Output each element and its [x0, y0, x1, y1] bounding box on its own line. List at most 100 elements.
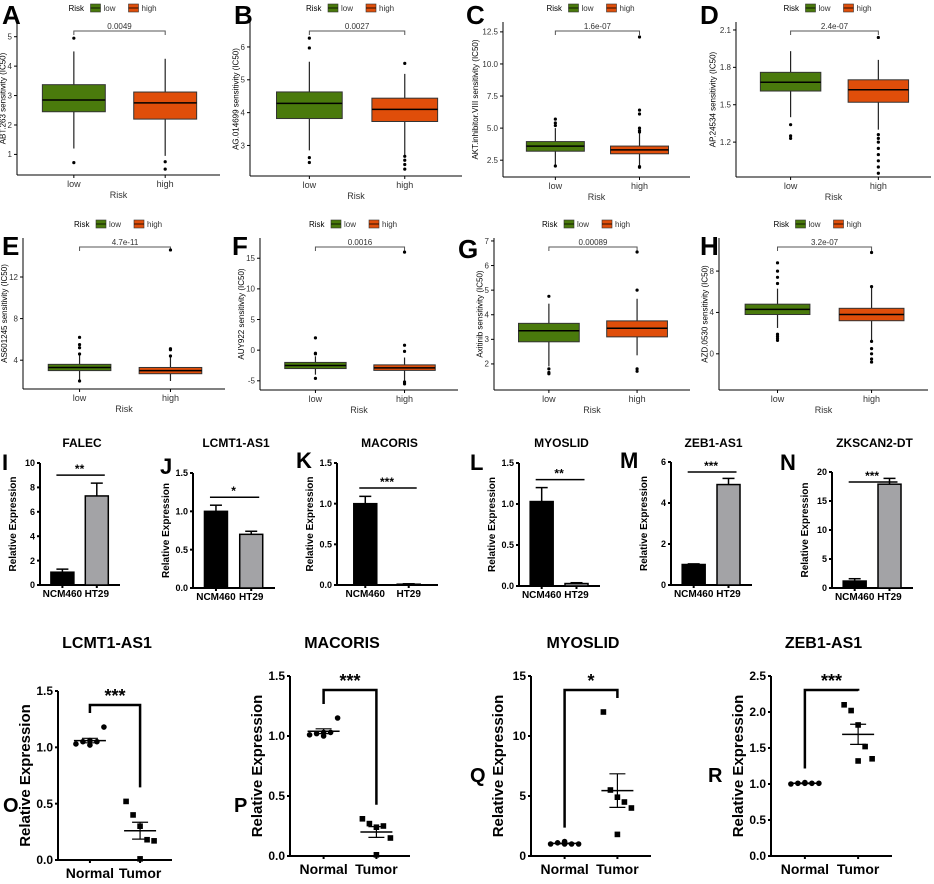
y-axis-label: AKT.inhibitor.VIII sensitivity (IC50)	[471, 39, 480, 159]
outlier-point	[876, 136, 880, 140]
panel-H: H 0 4 8 low high AZD.0530 sensitivity (IC50) Ri…	[700, 219, 928, 415]
x-tick-label: high	[629, 394, 646, 404]
p-value-bracket	[777, 246, 873, 251]
y-axis-label: Relative Expression	[800, 482, 811, 577]
outlier-point	[553, 117, 557, 121]
legend-label-low: low	[819, 4, 831, 13]
bar-NCM460	[353, 502, 378, 586]
y-tick-label: 5	[822, 554, 827, 564]
normal-point	[101, 724, 107, 730]
outlier-point	[876, 35, 880, 40]
y-tick-label: 7.5	[487, 92, 499, 101]
significance-stars: *	[587, 671, 594, 691]
box-low	[518, 322, 580, 343]
outlier-point	[637, 35, 642, 39]
legend-title: Risk	[309, 220, 326, 229]
y-tick-label: 2.5	[749, 669, 766, 683]
y-tick-label: 1.5	[501, 458, 514, 468]
outlier-point	[77, 335, 82, 339]
box-high	[133, 91, 198, 120]
panel-L: L 0.0 0.5 1.0 1.5 NCM460 HT29 Relative Expressi…	[470, 436, 600, 601]
panel-label: D	[700, 0, 719, 30]
y-axis-label: ABT.263 sensitivity (IC50)	[0, 52, 8, 144]
p-value-bracket	[548, 246, 638, 251]
y-axis-label: Axitinib sensitivity (IC50)	[476, 270, 485, 357]
x-tick-label: low	[303, 180, 317, 190]
outlier-point	[869, 352, 874, 356]
panel-N: N 0 5 10 15 20 NCM460 HT29 Relative Expression ZK…	[780, 436, 913, 603]
outlier-point	[403, 167, 407, 171]
y-tick-label: 15	[246, 254, 255, 263]
outlier-point	[553, 164, 557, 168]
normal-point	[306, 732, 313, 738]
y-tick-label: 1.5	[268, 669, 285, 683]
panel-label: H	[700, 231, 719, 261]
outlier-point	[775, 338, 780, 342]
p-value-label: 3.2e-07	[811, 238, 839, 247]
y-tick-label: 15	[817, 496, 827, 506]
legend-label-low: low	[341, 4, 353, 13]
outlier-point	[876, 171, 880, 175]
significance-stars: ***	[339, 671, 360, 691]
x-axis-label: Risk	[815, 405, 833, 415]
legend-title: Risk	[774, 220, 791, 229]
x-tick-label: high	[162, 393, 179, 403]
outlier-point	[402, 382, 407, 386]
outlier-point	[313, 336, 318, 340]
y-tick-label: 2	[30, 556, 35, 566]
normal-point	[73, 741, 79, 747]
panel-I: I 0 2 4 6 8 10 NCM460 HT29 Relative Expression FAL…	[2, 436, 120, 600]
legend-label-low: low	[809, 220, 821, 229]
y-tick-label: 0.5	[501, 540, 514, 550]
y-tick-label: 0.5	[749, 813, 766, 827]
x-tick-label: Normal	[66, 865, 114, 881]
panel-label: Q	[470, 765, 486, 787]
y-tick-label: 0	[251, 346, 256, 355]
y-tick-label: 0.0	[36, 853, 53, 867]
significance-stars: ***	[380, 475, 394, 489]
y-tick-label: 0.0	[175, 583, 188, 593]
tumor-point	[151, 838, 157, 844]
chart-title: LCMT1-AS1	[62, 635, 152, 652]
y-tick-label: 5	[241, 76, 246, 85]
outlier-point	[553, 123, 557, 128]
x-tick-label: high	[157, 179, 174, 189]
x-tick-label: NCM460	[674, 589, 714, 600]
chart-title: ZKSCAN2-DT	[836, 436, 913, 450]
y-tick-label: 1.0	[749, 777, 766, 791]
panel-label: O	[3, 795, 19, 817]
legend-title: Risk	[306, 4, 323, 13]
panel-label: J	[160, 454, 172, 479]
outlier-point	[402, 250, 407, 254]
outlier-point	[775, 275, 780, 279]
y-axis-label: AZD.0530 sensitivity (IC50)	[701, 265, 710, 363]
legend-label-high: high	[857, 4, 872, 13]
bar-HT29	[564, 582, 589, 587]
panel-D: D 1.2 1.5 1.8 2.1 low high AP.24534 sensitivity…	[700, 0, 931, 202]
outlier-point	[635, 250, 639, 254]
panel-R: R 0.0 0.5 1.0 1.5 2.0 2.5 Normal Tumor Relative E…	[708, 635, 892, 877]
y-tick-label: 5.0	[487, 124, 499, 133]
panel-label: F	[232, 231, 248, 261]
x-tick-label: low	[542, 394, 556, 404]
legend-label-high: high	[615, 220, 630, 229]
chart-title: MYOSLID	[534, 436, 589, 450]
y-tick-label: 5	[251, 315, 256, 324]
box-low	[41, 84, 106, 113]
p-value-label: 0.0049	[107, 22, 132, 31]
panel-label: B	[234, 0, 253, 30]
outlier-point	[869, 250, 874, 255]
x-tick-label: HT29	[716, 589, 741, 600]
y-tick-label: 6	[485, 261, 490, 270]
outlier-point	[163, 167, 167, 171]
outlier-point	[77, 346, 82, 350]
y-tick-label: 8	[14, 314, 19, 323]
outlier-point	[635, 367, 639, 371]
outlier-point	[77, 352, 82, 356]
outlier-point	[637, 165, 642, 169]
panel-Q: Q 0 5 10 15 Normal Tumor Relative Expression MYO…	[470, 635, 651, 877]
y-tick-label: 1.5	[175, 468, 188, 478]
y-tick-label: 4	[710, 308, 715, 317]
outlier-point	[637, 112, 642, 116]
y-tick-label: 7	[485, 237, 490, 246]
